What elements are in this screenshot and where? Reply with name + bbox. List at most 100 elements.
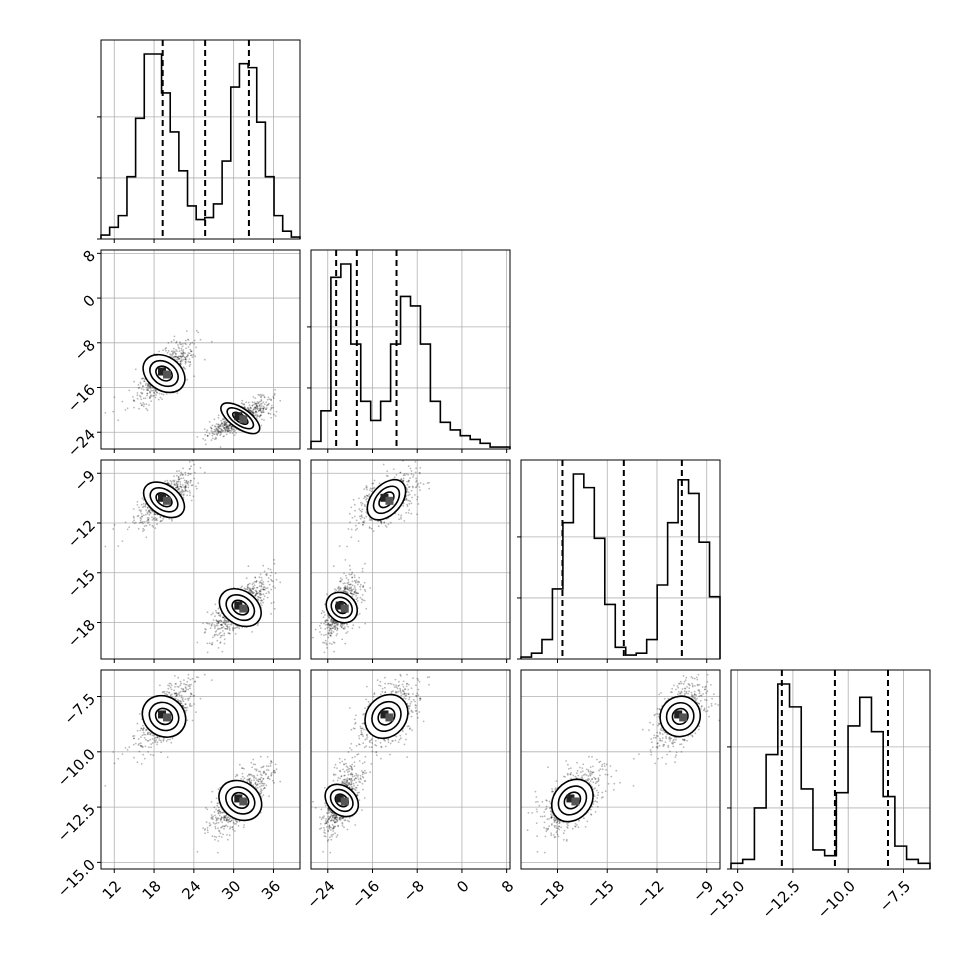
sample-point — [227, 632, 230, 634]
sample-point — [275, 578, 278, 581]
sample-point — [208, 421, 211, 423]
sample-point — [156, 391, 158, 394]
sample-point — [259, 415, 261, 418]
sample-point — [171, 354, 174, 356]
sample-point — [136, 515, 139, 518]
sample-point — [369, 487, 372, 490]
sample-point — [187, 482, 189, 484]
sample-point — [132, 521, 134, 523]
sample-point — [361, 508, 364, 511]
sample-point — [202, 827, 205, 829]
sample-point — [140, 763, 143, 765]
sample-point — [268, 583, 271, 586]
sample-point — [255, 411, 258, 414]
sample-point — [147, 521, 150, 524]
sample-point — [263, 403, 266, 406]
sample-point — [182, 343, 184, 345]
sample-point — [259, 592, 261, 595]
sample-point — [146, 386, 148, 389]
sample-point — [142, 522, 144, 525]
sample-point — [361, 567, 364, 570]
sample-point — [210, 643, 213, 645]
sample-point — [146, 392, 149, 395]
sample-point — [167, 684, 169, 687]
sample-point — [221, 626, 223, 629]
sample-point — [223, 619, 226, 621]
sample-point — [345, 632, 348, 634]
sample-point — [258, 770, 260, 773]
sample-point — [223, 427, 226, 430]
sample-point — [139, 510, 142, 513]
sample-point — [126, 528, 129, 531]
sample-point — [149, 391, 151, 394]
density-peak — [158, 367, 167, 376]
sample-point — [150, 746, 153, 749]
sample-point — [255, 404, 258, 407]
sample-point — [256, 624, 259, 627]
sample-point — [221, 431, 223, 433]
sample-point — [191, 356, 194, 358]
sample-point — [262, 598, 265, 600]
sample-point — [351, 589, 354, 592]
sample-point — [328, 642, 331, 645]
sample-point — [262, 601, 265, 604]
sample-point — [366, 497, 368, 500]
sample-point — [218, 430, 221, 433]
sample-point — [142, 388, 145, 391]
density-peak — [385, 496, 394, 505]
sample-point — [174, 355, 177, 358]
sample-point — [416, 513, 418, 516]
sample-point — [243, 777, 246, 780]
sample-point — [224, 429, 227, 431]
sample-point — [254, 406, 257, 409]
sample-point — [220, 620, 223, 623]
sample-point — [134, 521, 137, 524]
sample-point — [355, 592, 357, 595]
sample-point — [270, 578, 272, 581]
sample-point — [228, 424, 231, 427]
sample-point — [181, 490, 183, 493]
sample-point — [173, 483, 176, 486]
sample-point — [170, 684, 173, 687]
sample-point — [156, 519, 158, 522]
sample-point — [145, 382, 148, 385]
sample-point — [262, 583, 265, 586]
sample-point — [179, 492, 182, 495]
sample-point — [266, 596, 269, 599]
sample-point — [155, 390, 158, 392]
sample-point — [258, 404, 261, 407]
sample-point — [267, 580, 270, 583]
sample-point — [330, 643, 333, 645]
sample-point — [222, 429, 224, 432]
sample-point — [203, 428, 206, 430]
sample-point — [252, 396, 255, 398]
density-contour — [155, 365, 173, 382]
sample-point — [141, 515, 143, 518]
sample-point — [422, 483, 425, 486]
sample-point — [259, 409, 262, 412]
sample-point — [323, 614, 326, 616]
sample-point — [263, 570, 266, 573]
sample-point — [248, 588, 251, 590]
sample-point — [370, 490, 373, 493]
sample-point — [270, 398, 273, 401]
sample-point — [233, 434, 236, 436]
sample-point — [218, 612, 221, 614]
sample-point — [137, 387, 140, 390]
sample-point — [252, 411, 255, 414]
sample-point — [155, 739, 158, 741]
sample-point — [223, 424, 226, 427]
sample-point — [216, 628, 219, 631]
sample-point — [226, 619, 229, 622]
sample-point — [329, 628, 332, 631]
sample-point — [168, 682, 171, 685]
sample-point — [196, 436, 199, 438]
sample-point — [406, 503, 409, 506]
sample-point — [153, 513, 156, 516]
sample-point — [217, 622, 220, 625]
sample-point — [259, 409, 261, 412]
sample-point — [142, 405, 145, 408]
sample-point — [155, 394, 157, 396]
sample-point — [410, 473, 413, 476]
sample-point — [248, 587, 251, 589]
